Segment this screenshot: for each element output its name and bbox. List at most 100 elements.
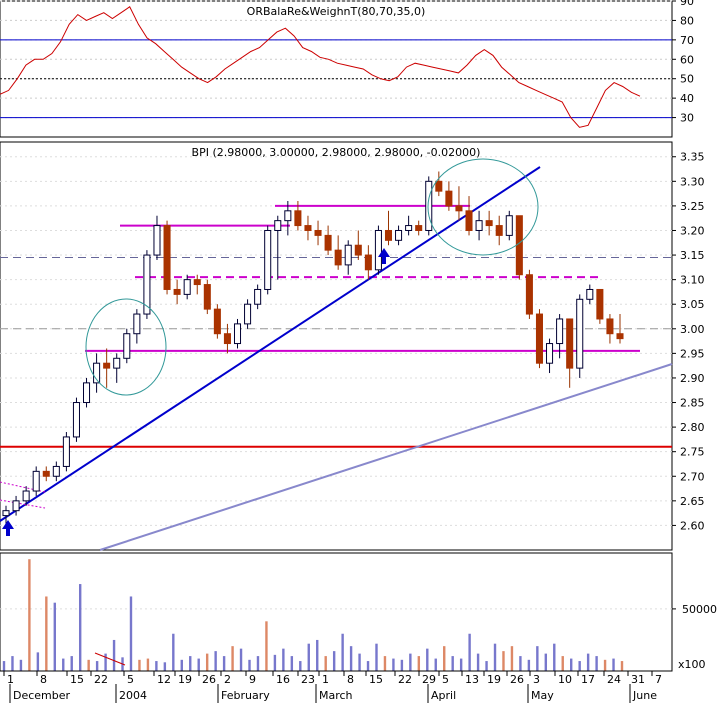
- date-tick-label: 26: [202, 673, 216, 686]
- date-tick-label: 22: [94, 673, 108, 686]
- price-tick-label: 3.10: [680, 274, 705, 287]
- price-tick-label: 2.60: [680, 519, 705, 532]
- annotations: [2, 158, 539, 536]
- volume-bar: [205, 653, 209, 671]
- volume-bar: [434, 658, 437, 671]
- price-axis-ticks: 2.60 2.65 2.70 2.75 2.80 2.85 2.90 2.95 3.00 3.05…: [672, 151, 705, 532]
- volume-bar: [392, 658, 395, 671]
- price-tick-label: 2.70: [680, 470, 705, 483]
- candlestick: [546, 338, 554, 374]
- candlestick: [284, 200, 292, 236]
- month-label: May: [531, 689, 554, 702]
- indicator-tick-label: 90: [680, 0, 694, 8]
- volume-bar: [459, 658, 463, 671]
- candlestick: [32, 466, 40, 496]
- candlestick: [163, 220, 171, 295]
- price-grid: [0, 156, 672, 526]
- candlestick: [354, 230, 362, 260]
- volume-bar: [316, 639, 319, 671]
- volume-bar: [468, 633, 471, 671]
- candlestick: [364, 245, 372, 280]
- date-tick-label: 26: [510, 673, 524, 686]
- volume-bar: [570, 658, 573, 671]
- volume-bar: [612, 658, 615, 671]
- volume-bar: [197, 658, 200, 671]
- date-tick-label: 31: [631, 673, 645, 686]
- candlestick: [515, 215, 523, 280]
- volume-bars: [2, 559, 624, 671]
- volume-bar: [324, 656, 327, 671]
- candlestick: [72, 397, 80, 442]
- candlestick: [123, 328, 131, 364]
- volume-bar: [493, 643, 497, 671]
- candlestick: [596, 288, 604, 324]
- volume-bar: [78, 584, 82, 671]
- candlestick: [606, 314, 614, 344]
- date-tick-label: 8: [347, 673, 354, 686]
- volume-bar: [307, 643, 310, 671]
- volume-bar: [299, 661, 302, 671]
- candlestick: [586, 284, 594, 305]
- volume-bar: [375, 643, 378, 671]
- candlestick: [616, 314, 624, 344]
- candlestick: [133, 309, 141, 344]
- candlestick: [233, 318, 242, 349]
- candlestick: [173, 279, 181, 305]
- volume-bar: [273, 654, 277, 671]
- date-tick-label: 19: [178, 673, 192, 686]
- volume-bar: [70, 656, 73, 671]
- date-tick-label: 29: [422, 673, 436, 686]
- candlestick: [274, 215, 282, 280]
- candlestick: [415, 220, 423, 236]
- date-tick-label: 3: [533, 673, 540, 686]
- circle-annotation-december: [85, 298, 167, 396]
- candlestick: [495, 215, 503, 246]
- volume-bar: [172, 633, 175, 671]
- month-label: June: [632, 689, 657, 702]
- candlestick: [405, 215, 413, 236]
- volume-bar: [231, 646, 234, 671]
- volume-bar: [87, 659, 90, 671]
- volume-bar: [138, 659, 141, 671]
- volume-bar: [578, 661, 581, 671]
- volume-bar: [426, 648, 429, 671]
- candlestick: [475, 210, 483, 241]
- candlestick: [374, 225, 382, 275]
- candlestick: [183, 274, 191, 300]
- volume-bar: [366, 661, 370, 671]
- volume-bar: [256, 656, 260, 671]
- volume-bar: [45, 596, 48, 671]
- indicator-tick-label: 70: [680, 34, 694, 47]
- candlestick: [525, 269, 533, 319]
- indicator-axis-ticks: 30 40 50 60 70 80 90: [672, 0, 694, 125]
- volume-bar: [163, 662, 167, 671]
- volume-bar: [282, 648, 285, 671]
- candlestick: [103, 348, 111, 388]
- date-tick-label: 2: [224, 673, 231, 686]
- volume-bar: [502, 651, 505, 671]
- volume-bar: [417, 656, 421, 671]
- volume-unit: x100: [678, 658, 706, 671]
- candlestick: [12, 495, 20, 516]
- date-tick-label: 12: [157, 673, 171, 686]
- candlestick: [93, 353, 101, 393]
- candlestick: [485, 210, 493, 236]
- price-tick-label: 2.80: [680, 421, 705, 434]
- candlestick: [294, 200, 302, 231]
- volume-bar: [214, 651, 217, 671]
- candlestick: [334, 235, 342, 270]
- volume-bar: [620, 661, 624, 671]
- volume-bar: [358, 653, 361, 671]
- date-tick-label: 8: [40, 673, 47, 686]
- candlestick: [425, 176, 433, 236]
- price-tick-label: 2.95: [680, 347, 705, 360]
- volume-bar: [476, 653, 480, 671]
- arrow-up-icon: [2, 520, 14, 536]
- candlestick: [193, 274, 201, 295]
- volume-bar: [383, 656, 387, 671]
- month-label: December: [13, 689, 71, 702]
- candlestick: [264, 225, 272, 295]
- date-axis: 1 8 15 22 5 12 19 26 2 9 16 23 1 8 15 22 29 5 13 19 26 3 10 17 2…: [0, 670, 672, 703]
- volume-bar: [146, 658, 150, 671]
